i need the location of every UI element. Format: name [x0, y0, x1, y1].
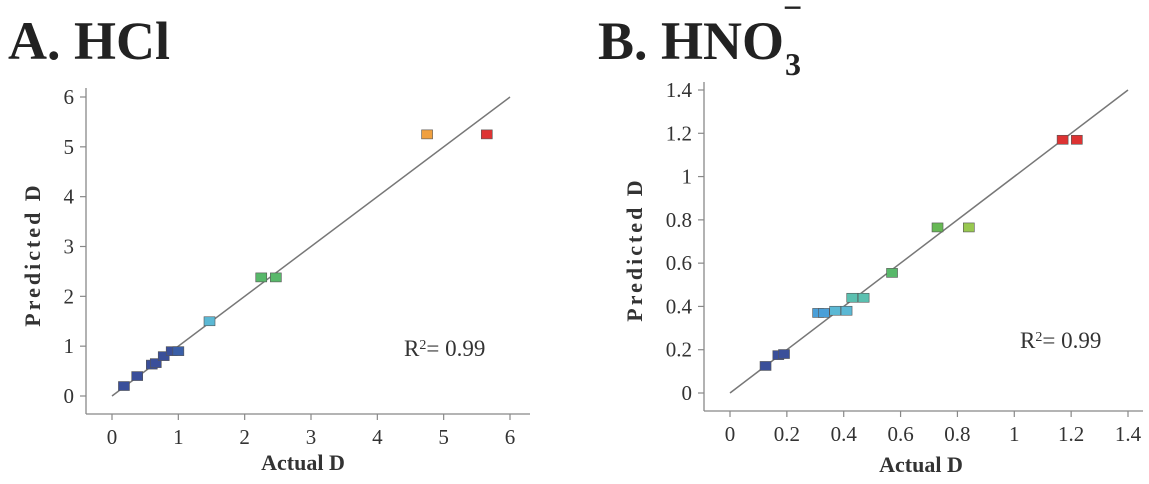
- data-point: [172, 346, 185, 356]
- data-point: [149, 358, 162, 368]
- data-point: [157, 351, 170, 361]
- y-tick-label: 0.8: [666, 208, 692, 232]
- y-tick-label: 3: [64, 235, 75, 259]
- x-axis-title: Actual D: [261, 450, 345, 475]
- x-tick-label: 0.4: [831, 422, 858, 446]
- x-tick-label: 4: [372, 425, 383, 449]
- y-tick-label: 2: [64, 284, 75, 308]
- x-tick-label: 0: [107, 425, 118, 449]
- y-tick-label: 5: [64, 135, 75, 159]
- y-tick-label: 6: [64, 85, 75, 109]
- x-tick-label: 1: [173, 425, 184, 449]
- x-tick-label: 0: [725, 422, 736, 446]
- data-point: [962, 222, 975, 233]
- chart-panel-hcl: A. HCl 0 1 2 3 4 5 6 0 1 2 3 4 5 6 Actual D Predicted D…: [0, 0, 560, 484]
- x-tick-label: 1.2: [1058, 422, 1084, 446]
- data-point: [829, 305, 841, 316]
- data-point: [1056, 134, 1069, 145]
- x-tick-label: 3: [306, 425, 317, 449]
- y-tick-label: 1.2: [666, 121, 692, 145]
- y-tick-label: 0.6: [666, 251, 692, 275]
- x-tick-label: 5: [438, 425, 449, 449]
- chart-title-text: B. HNO: [598, 11, 785, 71]
- x-axis-title: Actual D: [879, 452, 963, 477]
- data-point: [759, 361, 772, 371]
- y-axis-title: Predicted D: [622, 177, 647, 321]
- x-tick-label: 0.6: [887, 422, 913, 446]
- y-tick-label: 1: [682, 165, 693, 189]
- y-tick-label: 4: [64, 185, 75, 209]
- y-tick-label: 1.4: [666, 78, 693, 102]
- y-tick-label: 1: [64, 334, 75, 358]
- data-point: [778, 349, 790, 359]
- data-point: [818, 308, 830, 318]
- chart-panel-hno3: B. HNO3− 0 0.2 0.4 0.6 0.8 1 1.2 1.4 0 0.2 0.4 0.6 0…: [580, 0, 1149, 484]
- data-point: [480, 129, 493, 140]
- y-tick-label: 0.4: [666, 294, 693, 318]
- scatter-plot-hno3: 0 0.2 0.4 0.6 0.8 1 1.2 1.4 0 0.2 0.4 0.6 0.8 1 1.2 1.4…: [622, 78, 1143, 477]
- chart-title-subscript: 3: [785, 46, 802, 82]
- x-tick-label: 0.2: [774, 422, 800, 446]
- data-point: [203, 316, 216, 327]
- data-point: [931, 222, 944, 233]
- chart-title: A. HCl: [8, 14, 170, 68]
- data-point: [118, 381, 130, 391]
- r-squared-label: R2= 0.99: [404, 336, 485, 361]
- x-tick-label: 2: [239, 425, 250, 449]
- data-point: [886, 268, 898, 278]
- data-point: [857, 292, 870, 303]
- r-squared-label: R2= 0.99: [1020, 328, 1101, 353]
- scatter-plot-hcl: 0 1 2 3 4 5 6 0 1 2 3 4 5 6 Actual D Predicted D R2= 0.9…: [20, 85, 530, 475]
- chart-title: B. HNO3 −: [598, 0, 820, 80]
- data-point: [270, 272, 282, 283]
- data-point: [840, 305, 853, 316]
- reference-line: [111, 96, 511, 397]
- chart-title-superscript: −: [783, 0, 803, 27]
- y-tick-label: 0: [682, 381, 693, 405]
- x-tick-label: 1.4: [1115, 422, 1142, 446]
- y-axis-title: Predicted D: [20, 182, 45, 326]
- data-point: [421, 129, 433, 140]
- data-point: [1071, 134, 1083, 145]
- x-tick-label: 6: [505, 425, 516, 449]
- y-tick-label: 0.2: [666, 338, 692, 362]
- data-point: [255, 272, 268, 283]
- chart-title-text: A. HCl: [8, 11, 170, 71]
- data-point: [846, 292, 859, 303]
- x-tick-label: 0.8: [944, 422, 970, 446]
- data-point: [131, 371, 144, 381]
- x-tick-label: 1: [1009, 422, 1020, 446]
- y-tick-label: 0: [64, 384, 75, 408]
